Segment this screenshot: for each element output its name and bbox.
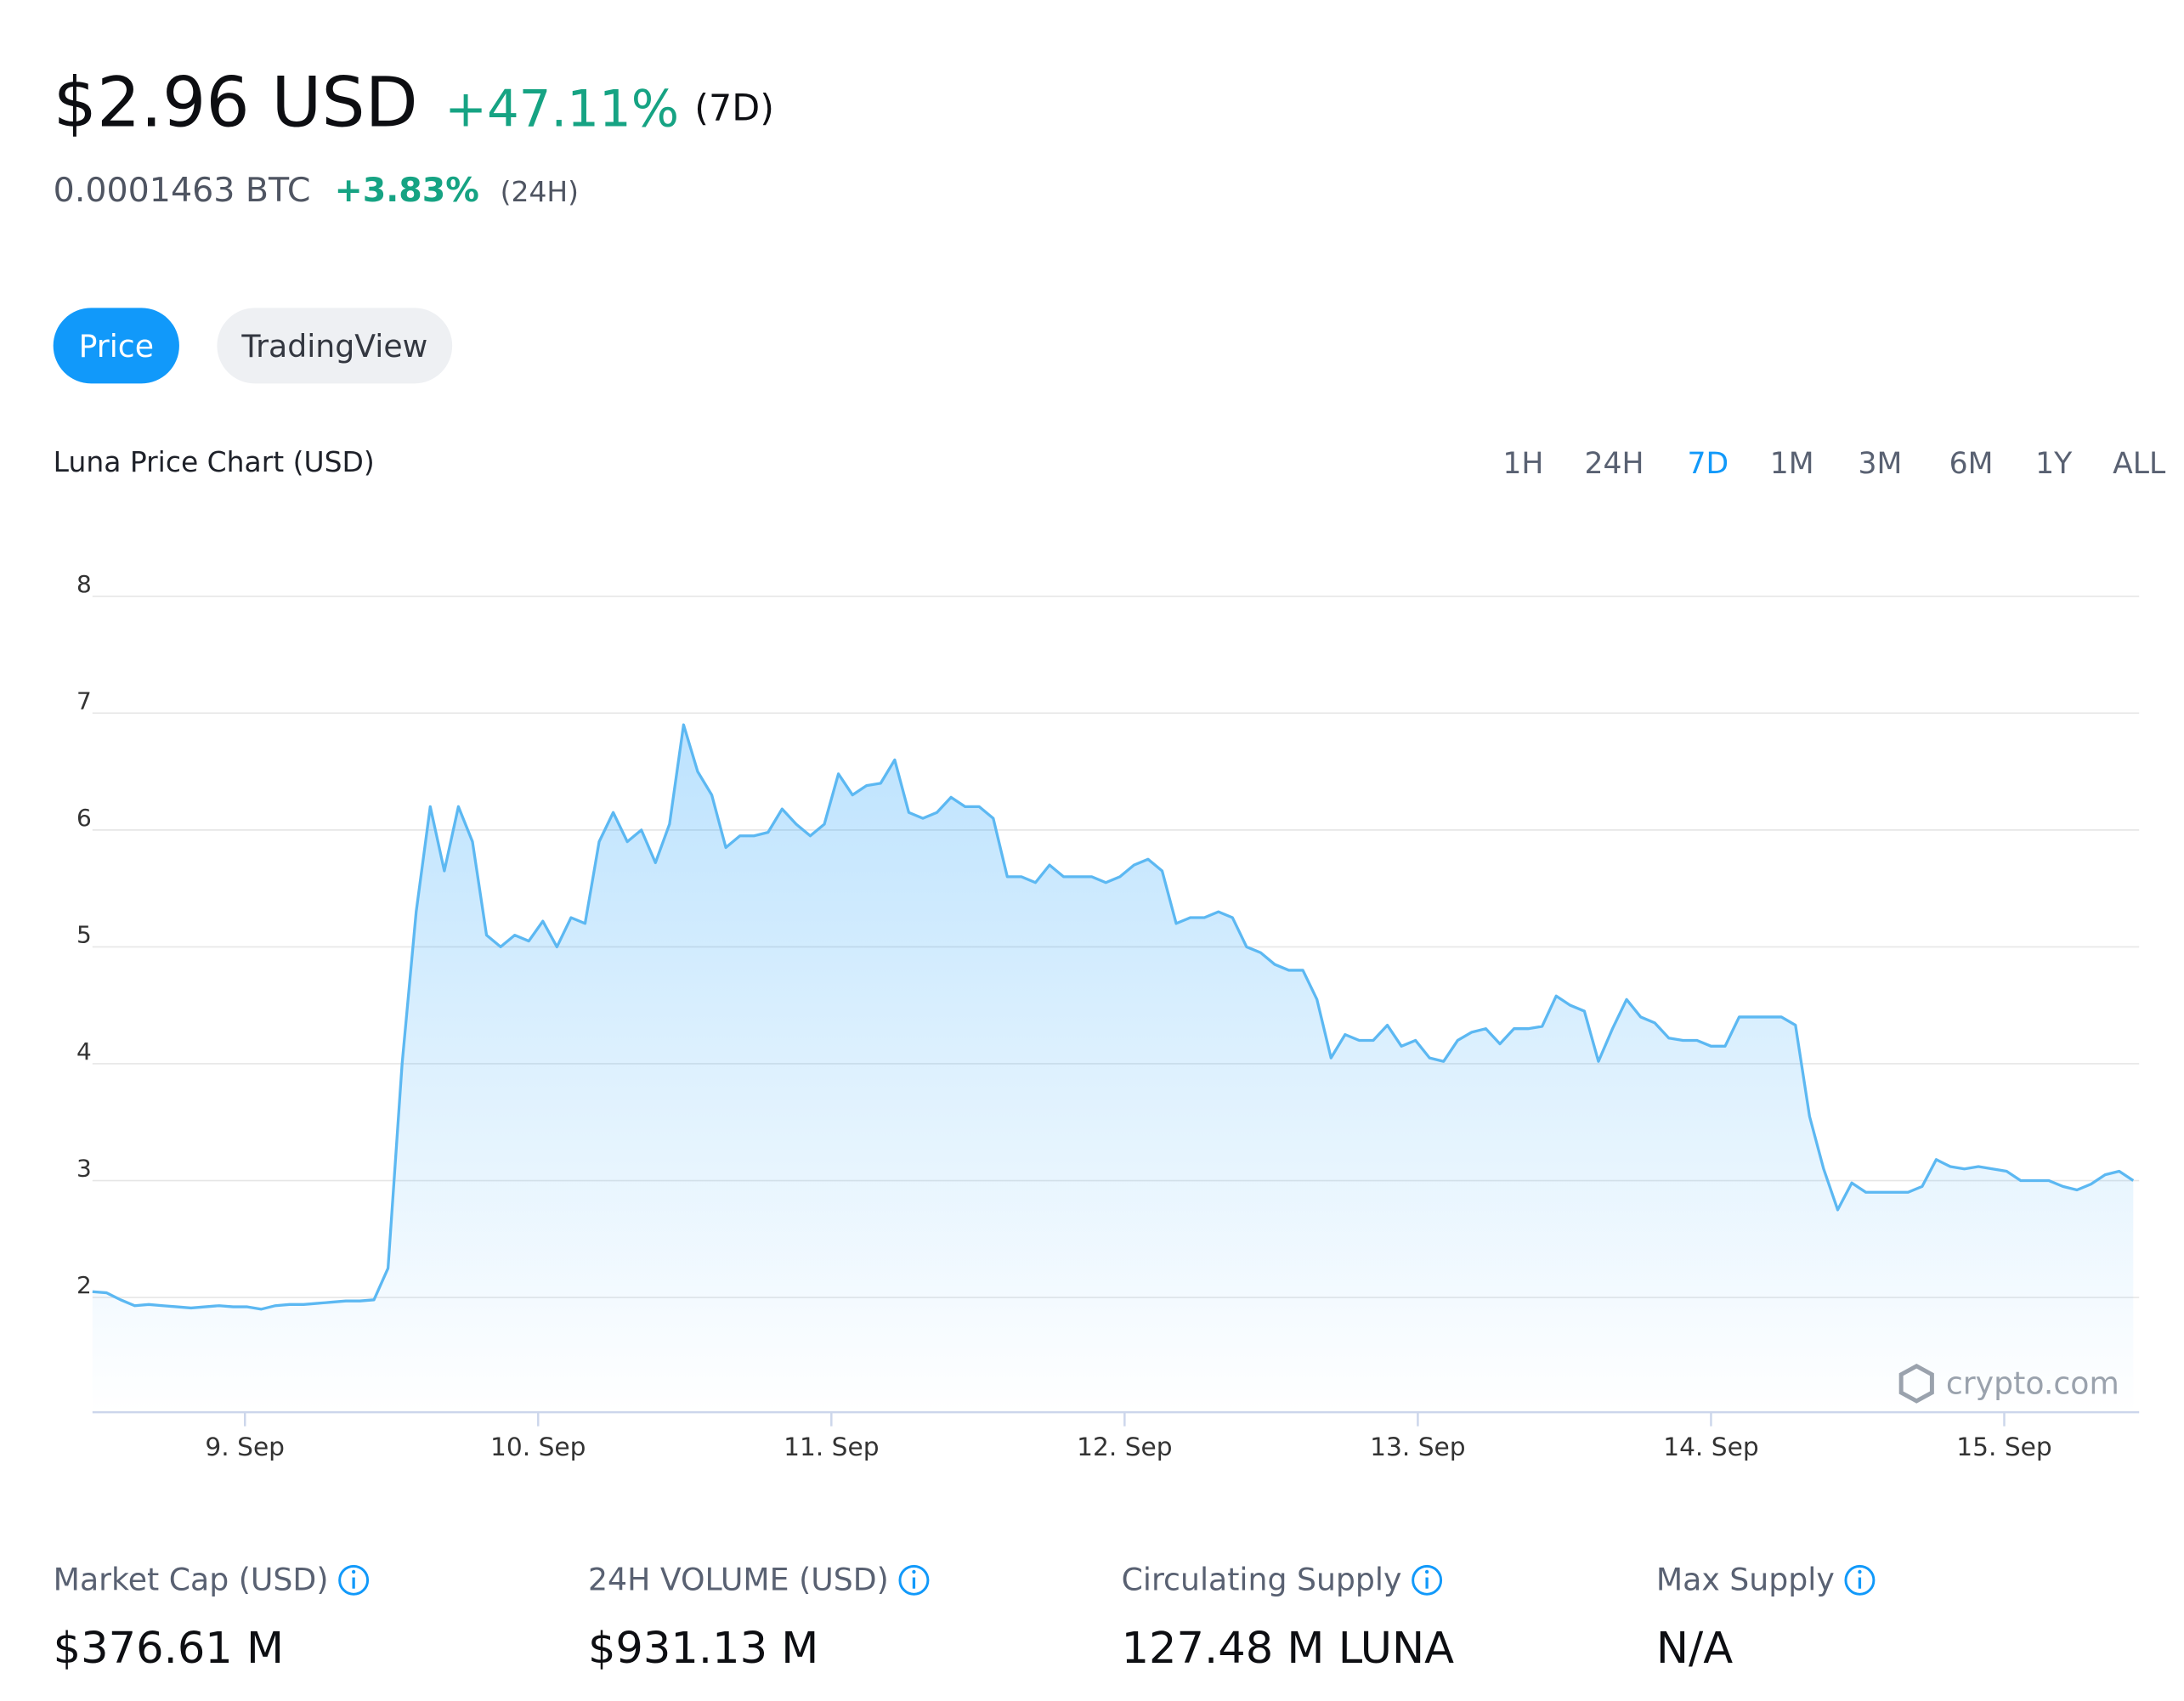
info-icon[interactable] <box>1412 1564 1443 1596</box>
area-fill <box>92 725 2134 1415</box>
y-tick-label: 8 <box>76 570 92 598</box>
x-tick-label: 11. Sep <box>784 1432 879 1461</box>
x-tick-label: 10. Sep <box>490 1432 586 1461</box>
info-icon[interactable] <box>338 1564 370 1596</box>
info-icon-dot <box>351 1569 356 1574</box>
y-tick-label: 4 <box>76 1037 92 1065</box>
info-icon-dot <box>1858 1569 1862 1574</box>
range-button[interactable]: 1H <box>1502 447 1543 481</box>
y-tick-label: 5 <box>76 920 92 948</box>
x-tick-label: 15. Sep <box>1956 1432 2051 1461</box>
info-icon[interactable] <box>898 1564 930 1596</box>
stat-value: $376.61 M <box>54 1624 284 1674</box>
stat-value: $931.13 M <box>588 1624 818 1674</box>
info-icon[interactable] <box>1844 1564 1876 1596</box>
price: $2.96 USD <box>54 63 418 143</box>
range-button[interactable]: 3M <box>1859 447 1903 481</box>
tab-label[interactable]: TradingView <box>240 328 427 364</box>
stat-label: Max Supply <box>1656 1561 1835 1597</box>
range-button[interactable]: 6M <box>1949 447 1994 481</box>
y-tick-label: 2 <box>76 1271 92 1299</box>
price-line <box>92 723 2135 1311</box>
range-button[interactable]: 7D <box>1688 447 1729 481</box>
x-tick-label: 9. Sep <box>205 1432 285 1461</box>
y-tick-label: 3 <box>76 1155 92 1183</box>
stat-value: 127.48 M LUNA <box>1122 1624 1455 1674</box>
watermark: crypto.com <box>1946 1365 2119 1402</box>
price-line: $2.96 USD +47.11% (7D) <box>54 63 774 143</box>
stat-label: Circulating Supply <box>1122 1561 1402 1597</box>
change-24h: +3.83% <box>335 171 479 210</box>
stat-value: N/A <box>1656 1624 1733 1674</box>
tab-button[interactable] <box>217 308 453 384</box>
stat-label: 24H VOLUME (USD) <box>588 1561 889 1597</box>
info-icon-dot <box>1424 1569 1429 1574</box>
btc-line: 0.0001463 BTC +3.83% (24H) <box>54 171 579 210</box>
y-tick-label: 6 <box>76 804 92 832</box>
watermark-logo <box>1898 1363 1934 1404</box>
range-button[interactable]: 1Y <box>2035 447 2073 481</box>
tab-label[interactable]: Price <box>79 328 154 364</box>
change-7d: +47.11% <box>444 79 679 138</box>
y-tick-label: 7 <box>76 687 92 715</box>
x-tick-label: 12. Sep <box>1077 1432 1172 1461</box>
range-button[interactable]: ALL <box>2113 447 2166 481</box>
btc-price: 0.0001463 BTC <box>54 171 311 210</box>
x-tick-label: 14. Sep <box>1663 1432 1758 1461</box>
tab-button[interactable] <box>53 308 179 384</box>
info-icon-dot <box>912 1569 916 1574</box>
range-button[interactable]: 1M <box>1770 447 1814 481</box>
change-period: (7D) <box>694 88 774 130</box>
stat-label: Market Cap (USD) <box>54 1561 329 1597</box>
range-button[interactable]: 24H <box>1584 447 1644 481</box>
x-tick-label: 13. Sep <box>1370 1432 1465 1461</box>
chart-title: Luna Price Chart (USD) <box>54 445 375 478</box>
change-period: (24H) <box>501 175 579 208</box>
